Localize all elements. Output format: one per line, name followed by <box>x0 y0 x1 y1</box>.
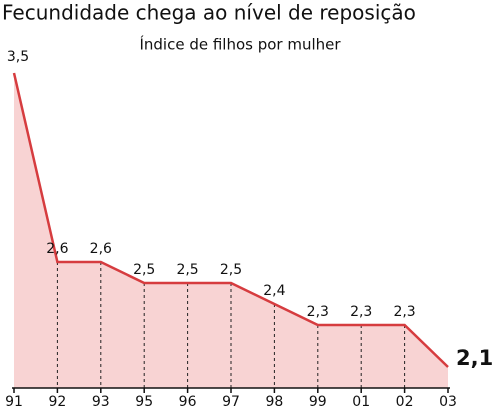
value-label: 3,5 <box>7 49 29 65</box>
value-label: 2,6 <box>46 241 68 257</box>
x-tick-label: 92 <box>48 394 66 410</box>
value-label: 2,6 <box>90 241 112 257</box>
x-tick-label: 02 <box>396 394 414 410</box>
x-tick-label: 99 <box>309 394 327 410</box>
chart-subtitle: Índice de filhos por mulher <box>139 35 341 54</box>
x-tick-label: 98 <box>265 394 283 410</box>
value-label: 2,4 <box>263 283 285 299</box>
value-label: 2,5 <box>176 262 198 278</box>
x-tick-label: 91 <box>5 394 23 410</box>
x-tick-label: 97 <box>222 394 240 410</box>
x-tick-label: 96 <box>179 394 197 410</box>
chart-title: Fecundidade chega ao nível de reposição <box>2 1 416 25</box>
x-tick-label: 03 <box>439 394 457 410</box>
value-label: 2,3 <box>307 304 329 320</box>
value-label: 2,5 <box>220 262 242 278</box>
value-label: 2,3 <box>350 304 372 320</box>
x-tick-label: 95 <box>135 394 153 410</box>
area-fill <box>14 73 448 388</box>
x-tick-label: 93 <box>92 394 110 410</box>
value-label: 2,3 <box>393 304 415 320</box>
value-label: 2,5 <box>133 262 155 278</box>
area-line <box>12 72 449 368</box>
value-label: 2,1 <box>456 346 493 370</box>
x-tick-label: 01 <box>352 394 370 410</box>
